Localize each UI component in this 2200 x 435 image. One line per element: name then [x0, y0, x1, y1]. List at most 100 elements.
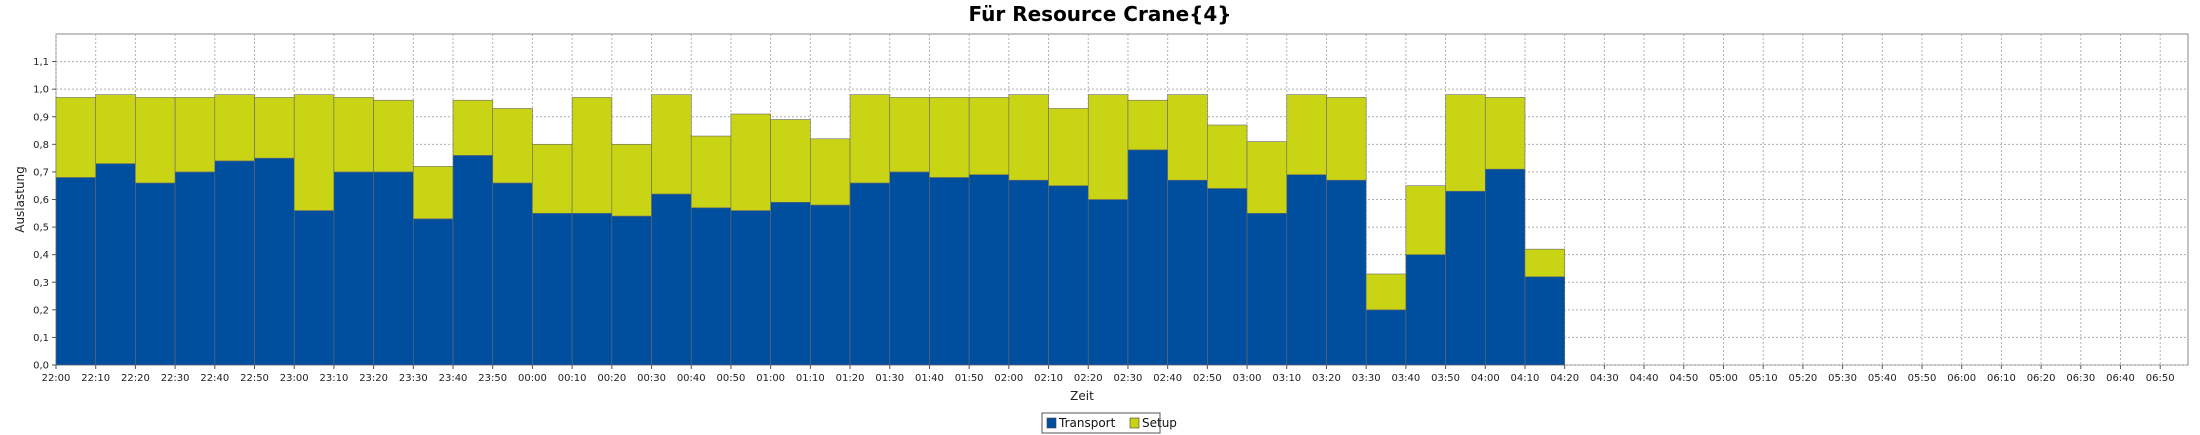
x-tick-label: 23:40	[439, 373, 468, 384]
bar-transport	[1127, 149, 1168, 366]
bar-setup	[333, 97, 374, 173]
bar-setup	[1207, 124, 1248, 189]
bar-setup	[1484, 97, 1526, 170]
y-tick-label: 0,5	[33, 223, 49, 234]
bar-setup	[1167, 94, 1208, 181]
bar-setup	[174, 97, 216, 173]
bar-transport	[492, 182, 533, 366]
x-axis-ticks: 22:00 22:10 22:20 22:30 22:40 22:50 23:00 23:10…	[42, 365, 2175, 384]
bar-setup	[1048, 108, 1089, 187]
x-tick-label: 06:30	[2066, 373, 2095, 384]
bar-transport	[333, 171, 374, 366]
bar-setup	[770, 119, 811, 203]
bar-setup	[1286, 94, 1327, 175]
x-tick-label: 06:50	[2146, 373, 2175, 384]
bar-transport	[611, 215, 652, 366]
bar-transport	[1008, 179, 1049, 366]
y-axis-label: Auslastung	[13, 166, 27, 233]
bar-setup	[1087, 94, 1129, 200]
bar-transport	[1048, 185, 1089, 366]
x-tick-label: 05:00	[1709, 373, 1738, 384]
x-tick-label: 23:10	[320, 373, 349, 384]
y-tick-label: 0,2	[33, 305, 49, 316]
bar-transport	[770, 201, 811, 366]
legend-swatch	[1129, 417, 1140, 429]
bar-transport	[1484, 168, 1526, 366]
bar-setup	[1326, 97, 1367, 181]
x-tick-label: 02:30	[1114, 373, 1143, 384]
bar-setup	[968, 97, 1010, 175]
bar-setup	[413, 166, 454, 220]
bar-setup	[730, 113, 771, 211]
bar-transport	[1445, 190, 1486, 366]
x-tick-label: 22:00	[42, 373, 71, 384]
bar-transport	[95, 163, 136, 366]
legend-swatch	[1046, 417, 1057, 429]
bar-transport	[1286, 174, 1327, 366]
y-tick-label: 0,6	[33, 195, 49, 206]
bar-setup	[254, 97, 295, 159]
bar-setup	[1008, 94, 1049, 181]
bar-setup	[214, 94, 255, 162]
bar-transport	[929, 177, 970, 366]
bar-setup	[651, 94, 692, 195]
bar-setup	[135, 97, 176, 184]
bar-transport	[1207, 188, 1248, 366]
bar-setup	[611, 144, 652, 217]
x-tick-label: 01:20	[836, 373, 865, 384]
x-tick-label: 06:20	[2027, 373, 2056, 384]
x-tick-label: 02:40	[1153, 373, 1182, 384]
x-tick-label: 04:40	[1630, 373, 1659, 384]
bar-setup	[95, 94, 136, 164]
x-tick-label: 01:40	[915, 373, 944, 384]
x-tick-label: 04:00	[1471, 373, 1500, 384]
x-tick-label: 01:50	[955, 373, 984, 384]
bar-transport	[571, 212, 613, 366]
x-tick-label: 03:10	[1272, 373, 1301, 384]
bar-setup	[373, 99, 414, 173]
bar-transport	[293, 210, 335, 366]
x-tick-label: 02:00	[994, 373, 1023, 384]
bar-setup	[889, 97, 930, 173]
x-tick-label: 23:00	[280, 373, 309, 384]
x-tick-label: 23:50	[478, 373, 507, 384]
bar-setup	[1445, 94, 1486, 192]
y-tick-label: 0,7	[33, 167, 49, 178]
bar-transport	[1365, 309, 1407, 366]
y-tick-label: 0,9	[33, 112, 49, 123]
bar-transport	[1167, 179, 1208, 366]
y-tick-label: 1,1	[33, 57, 49, 68]
x-tick-label: 00:40	[677, 373, 706, 384]
y-tick-label: 0,8	[33, 140, 49, 151]
bar-transport	[254, 157, 295, 366]
x-tick-label: 00:50	[717, 373, 746, 384]
x-tick-label: 04:50	[1669, 373, 1698, 384]
y-tick-label: 0,1	[33, 333, 49, 344]
x-tick-label: 02:10	[1034, 373, 1063, 384]
x-tick-label: 05:20	[1788, 373, 1817, 384]
x-tick-label: 00:30	[637, 373, 666, 384]
x-tick-label: 04:10	[1511, 373, 1540, 384]
x-tick-label: 06:00	[1947, 373, 1976, 384]
x-tick-label: 00:10	[558, 373, 587, 384]
bar-setup	[571, 97, 613, 214]
bar-transport	[1246, 212, 1288, 366]
y-tick-label: 0,0	[33, 361, 49, 372]
x-tick-label: 03:50	[1431, 373, 1460, 384]
x-tick-label: 05:40	[1868, 373, 1897, 384]
x-tick-label: 00:20	[597, 373, 626, 384]
x-tick-label: 03:00	[1233, 373, 1262, 384]
bar-setup	[1365, 273, 1407, 311]
bar-setup	[929, 97, 970, 178]
x-tick-label: 06:10	[1987, 373, 2016, 384]
bar-transport	[889, 171, 930, 366]
x-tick-label: 00:00	[518, 373, 547, 384]
x-tick-label: 03:40	[1391, 373, 1420, 384]
y-tick-label: 1,0	[33, 85, 49, 96]
y-tick-label: 0,3	[33, 278, 49, 289]
bar-setup	[1246, 141, 1288, 214]
bar-transport	[690, 207, 732, 366]
x-tick-label: 22:30	[161, 373, 190, 384]
legend-entry: Setup	[1142, 416, 1177, 430]
